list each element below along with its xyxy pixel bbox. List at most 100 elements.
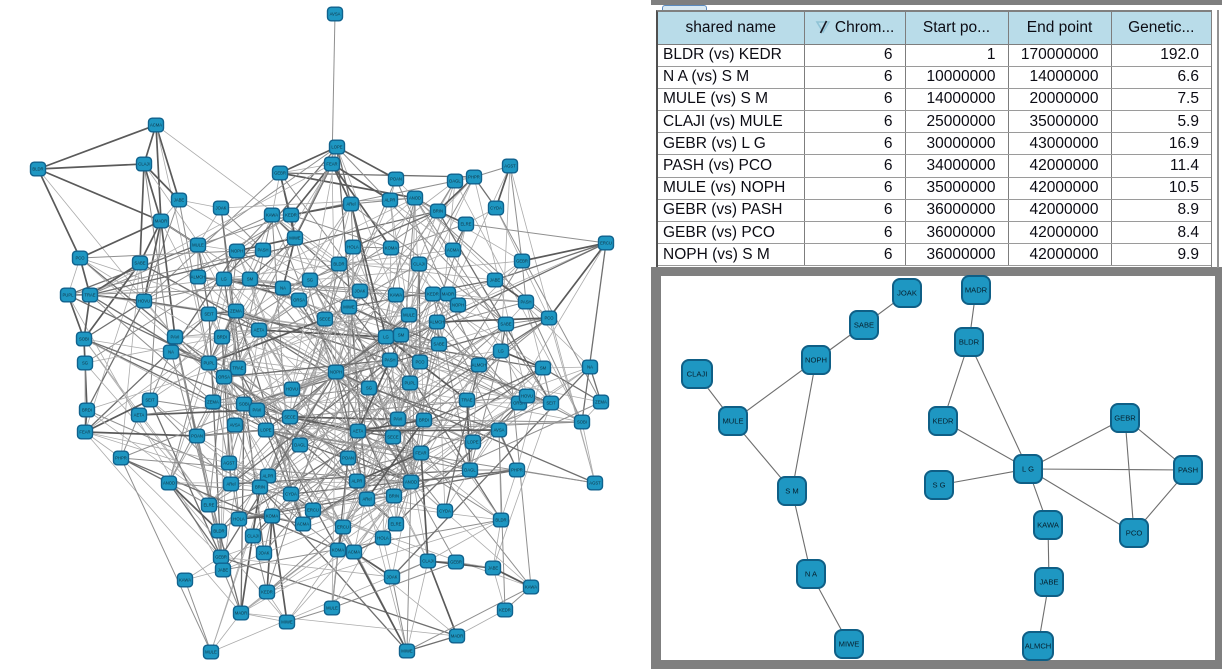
svg-text:HOLA: HOLA xyxy=(377,536,389,541)
svg-text:KEDR: KEDR xyxy=(932,417,954,426)
svg-text:JOAK: JOAK xyxy=(355,289,366,294)
svg-text:ANOD: ANOD xyxy=(163,481,175,486)
svg-text:LG: LG xyxy=(498,349,504,354)
svg-text:MULE: MULE xyxy=(326,606,338,611)
svg-text:ALPR: ALPR xyxy=(385,198,396,203)
svg-text:PAVI: PAVI xyxy=(253,408,262,413)
svg-text:SM: SM xyxy=(398,333,405,338)
svg-text:NA: NA xyxy=(280,286,286,291)
svg-text:KEDR: KEDR xyxy=(285,213,297,218)
svg-text:SOBI: SOBI xyxy=(79,337,89,342)
svg-text:KOMA: KOMA xyxy=(266,514,279,519)
svg-text:LG: LG xyxy=(383,335,389,340)
svg-text:MIWE: MIWE xyxy=(281,620,293,625)
svg-text:AVSA: AVSA xyxy=(330,12,341,17)
svg-text:SOBI: SOBI xyxy=(239,402,249,407)
svg-text:HOVU: HOVU xyxy=(521,394,533,399)
svg-text:POAN: POAN xyxy=(191,434,203,439)
svg-text:SG: SG xyxy=(82,361,88,366)
svg-text:ZEMA: ZEMA xyxy=(595,400,607,405)
svg-text:CLAJI: CLAJI xyxy=(422,559,433,564)
svg-text:KAWA: KAWA xyxy=(390,293,402,298)
svg-text:FEAR: FEAR xyxy=(326,162,337,167)
svg-text:ALMCH: ALMCH xyxy=(430,320,445,325)
svg-text:CLAJI: CLAJI xyxy=(413,262,424,267)
svg-text:SABE: SABE xyxy=(433,342,444,347)
svg-text:JABE: JABE xyxy=(490,278,501,283)
svg-text:FEAR: FEAR xyxy=(415,451,426,456)
svg-text:SABE: SABE xyxy=(500,322,511,327)
svg-text:NA: NA xyxy=(168,350,174,355)
svg-text:CLAJI: CLAJI xyxy=(687,370,708,379)
svg-text:JOAK: JOAK xyxy=(259,551,270,556)
svg-text:ELRE: ELRE xyxy=(391,522,402,527)
svg-text:CYDA: CYDA xyxy=(285,492,297,497)
svg-text:PCO: PCO xyxy=(415,360,425,365)
svg-text:POAN: POAN xyxy=(342,456,354,461)
svg-text:MULE: MULE xyxy=(403,313,415,318)
svg-text:AETA: AETA xyxy=(353,429,364,434)
svg-text:NA: NA xyxy=(587,365,593,370)
svg-text:KAWA: KAWA xyxy=(525,585,537,590)
svg-text:SEIT: SEIT xyxy=(546,401,556,406)
svg-text:PASH: PASH xyxy=(1178,466,1198,475)
svg-text:ANOD: ANOD xyxy=(405,480,417,485)
svg-text:HOLA: HOLA xyxy=(347,245,359,250)
svg-text:CYDA: CYDA xyxy=(490,206,502,211)
svg-text:ERCU: ERCU xyxy=(307,508,319,513)
svg-text:SM: SM xyxy=(247,277,254,282)
svg-text:MADR: MADR xyxy=(442,292,454,297)
svg-text:MIWE: MIWE xyxy=(401,649,413,654)
svg-text:SABE: SABE xyxy=(134,261,145,266)
svg-text:NOPH: NOPH xyxy=(330,370,342,375)
svg-text:DAGL: DAGL xyxy=(449,179,461,184)
svg-text:PCO: PCO xyxy=(75,256,85,261)
svg-text:MULE: MULE xyxy=(722,417,743,426)
svg-text:PASH: PASH xyxy=(257,248,268,253)
svg-text:ANOD: ANOD xyxy=(409,196,421,201)
svg-text:PAVI: PAVI xyxy=(171,335,180,340)
svg-text:GEBR: GEBR xyxy=(274,171,286,176)
svg-text:S G: S G xyxy=(932,481,945,490)
svg-text:MULE: MULE xyxy=(205,650,217,655)
svg-text:PHPR: PHPR xyxy=(511,468,523,473)
svg-text:PCO: PCO xyxy=(544,316,554,321)
svg-text:ACMA: ACMA xyxy=(447,248,459,253)
svg-text:BRDI: BRDI xyxy=(82,408,92,413)
svg-text:CYDA: CYDA xyxy=(439,509,451,514)
svg-text:SOBI: SOBI xyxy=(577,420,587,425)
svg-text:TRAE: TRAE xyxy=(232,366,243,371)
svg-text:BLDR: BLDR xyxy=(959,338,980,347)
svg-text:TRAE: TRAE xyxy=(461,398,472,403)
svg-text:GEBR: GEBR xyxy=(215,555,227,560)
svg-text:SG: SG xyxy=(307,278,313,283)
svg-text:AVSA: AVSA xyxy=(494,428,505,433)
svg-text:SECE: SECE xyxy=(284,415,296,420)
svg-text:TRAE: TRAE xyxy=(84,293,95,298)
svg-text:ALMCH: ALMCH xyxy=(472,363,487,368)
svg-text:ARel: ARel xyxy=(346,202,355,207)
svg-text:PAVI: PAVI xyxy=(394,417,403,422)
svg-text:SEIT: SEIT xyxy=(145,398,155,403)
svg-text:JOAK: JOAK xyxy=(897,289,917,298)
svg-text:KAWA: KAWA xyxy=(179,578,191,583)
svg-text:BRIN: BRIN xyxy=(255,485,265,490)
svg-text:SG: SG xyxy=(366,386,372,391)
svg-text:AETA: AETA xyxy=(134,413,145,418)
svg-text:ZEMA: ZEMA xyxy=(230,309,242,314)
svg-text:BRDI: BRDI xyxy=(217,335,227,340)
svg-text:KEDR: KEDR xyxy=(499,608,511,613)
svg-text:KEDR: KEDR xyxy=(261,590,273,595)
svg-text:BRDI: BRDI xyxy=(419,418,429,423)
svg-text:BRIN: BRIN xyxy=(389,494,399,499)
svg-text:LOPE: LOPE xyxy=(260,428,271,433)
svg-text:GEBR: GEBR xyxy=(1114,414,1136,423)
svg-text:PASH: PASH xyxy=(384,358,395,363)
svg-text:BLDR: BLDR xyxy=(495,518,506,523)
svg-text:MADR: MADR xyxy=(155,219,167,224)
svg-text:ARel: ARel xyxy=(362,497,371,502)
svg-text:BRIN: BRIN xyxy=(433,209,443,214)
svg-text:JABE: JABE xyxy=(1040,578,1059,587)
svg-text:KAWA: KAWA xyxy=(266,213,278,218)
svg-text:ERCU: ERCU xyxy=(337,525,349,530)
